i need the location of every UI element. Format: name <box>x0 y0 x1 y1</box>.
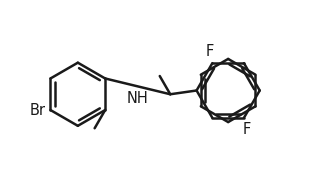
Text: NH: NH <box>127 91 149 106</box>
Text: F: F <box>205 44 213 59</box>
Text: F: F <box>243 122 251 137</box>
Text: Br: Br <box>29 102 45 118</box>
